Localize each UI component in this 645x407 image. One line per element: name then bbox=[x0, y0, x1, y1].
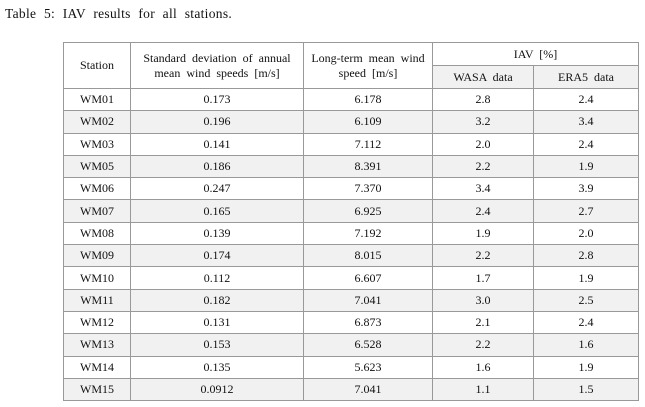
cell-std-dev: 0.135 bbox=[130, 355, 304, 379]
cell-wasa: 2.0 bbox=[432, 132, 534, 156]
cell-wasa: 2.2 bbox=[432, 333, 534, 357]
cell-station: WM01 bbox=[63, 87, 131, 112]
cell-era5: 2.7 bbox=[533, 199, 639, 223]
cell-long-term: 6.178 bbox=[303, 87, 433, 112]
cell-std-dev: 0.165 bbox=[130, 199, 304, 223]
cell-wasa: 2.2 bbox=[432, 244, 534, 268]
cell-std-dev: 0.186 bbox=[130, 154, 304, 179]
cell-station: WM03 bbox=[63, 132, 131, 156]
cell-long-term: 6.109 bbox=[303, 110, 433, 134]
cell-station: WM13 bbox=[63, 333, 131, 357]
table-row: WM03 0.141 7.112 2.0 2.4 bbox=[63, 132, 639, 156]
table-row: WM02 0.196 6.109 3.2 3.4 bbox=[63, 110, 639, 134]
table-header: Station Standard deviation of annual mea… bbox=[63, 42, 639, 89]
cell-std-dev: 0.153 bbox=[130, 333, 304, 357]
header-long-term: Long-term mean wind speed [m/s] bbox=[303, 42, 433, 89]
cell-station: WM08 bbox=[63, 221, 131, 246]
cell-station: WM02 bbox=[63, 110, 131, 134]
cell-std-dev: 0.139 bbox=[130, 221, 304, 246]
cell-station: WM15 bbox=[63, 377, 131, 402]
cell-station: WM05 bbox=[63, 154, 131, 179]
header-row-top: Station Standard deviation of annual mea… bbox=[63, 42, 639, 89]
cell-era5: 2.4 bbox=[533, 87, 639, 112]
table-body: WM01 0.173 6.178 2.8 2.4 WM02 0.196 6.109 3.2 3.4… bbox=[63, 87, 639, 402]
cell-std-dev: 0.174 bbox=[130, 244, 304, 268]
table-row: WM14 0.135 5.623 1.6 1.9 bbox=[63, 355, 639, 379]
cell-wasa: 2.4 bbox=[432, 199, 534, 223]
cell-long-term: 7.370 bbox=[303, 177, 433, 201]
cell-std-dev: 0.131 bbox=[130, 310, 304, 335]
table-row: WM07 0.165 6.925 2.4 2.7 bbox=[63, 199, 639, 223]
header-station: Station bbox=[63, 42, 131, 89]
cell-long-term: 8.015 bbox=[303, 244, 433, 268]
table-caption: Table 5: IAV results for all stations. bbox=[5, 6, 233, 21]
cell-long-term: 6.528 bbox=[303, 333, 433, 357]
cell-era5: 1.5 bbox=[533, 377, 639, 402]
cell-wasa: 1.6 bbox=[432, 355, 534, 379]
cell-long-term: 5.623 bbox=[303, 355, 433, 379]
cell-era5: 1.9 bbox=[533, 266, 639, 290]
table-row: WM01 0.173 6.178 2.8 2.4 bbox=[63, 87, 639, 112]
table-row: WM12 0.131 6.873 2.1 2.4 bbox=[63, 310, 639, 335]
cell-era5: 2.4 bbox=[533, 310, 639, 335]
table-row: WM05 0.186 8.391 2.2 1.9 bbox=[63, 154, 639, 179]
cell-wasa: 3.4 bbox=[432, 177, 534, 201]
cell-long-term: 7.112 bbox=[303, 132, 433, 156]
cell-era5: 2.8 bbox=[533, 244, 639, 268]
table-row: WM06 0.247 7.370 3.4 3.9 bbox=[63, 177, 639, 201]
cell-long-term: 8.391 bbox=[303, 154, 433, 179]
cell-era5: 1.6 bbox=[533, 333, 639, 357]
cell-std-dev: 0.182 bbox=[130, 288, 304, 312]
cell-era5: 3.4 bbox=[533, 110, 639, 134]
cell-station: WM12 bbox=[63, 310, 131, 335]
table-row: WM13 0.153 6.528 2.2 1.6 bbox=[63, 333, 639, 357]
cell-std-dev: 0.112 bbox=[130, 266, 304, 290]
cell-long-term: 7.041 bbox=[303, 377, 433, 402]
cell-wasa: 1.1 bbox=[432, 377, 534, 402]
cell-station: WM11 bbox=[63, 288, 131, 312]
table-row: WM08 0.139 7.192 1.9 2.0 bbox=[63, 221, 639, 246]
cell-station: WM10 bbox=[63, 266, 131, 290]
table-row: WM10 0.112 6.607 1.7 1.9 bbox=[63, 266, 639, 290]
table-row: WM09 0.174 8.015 2.2 2.8 bbox=[63, 244, 639, 268]
cell-std-dev: 0.141 bbox=[130, 132, 304, 156]
cell-station: WM06 bbox=[63, 177, 131, 201]
cell-wasa: 2.8 bbox=[432, 87, 534, 112]
cell-std-dev: 0.247 bbox=[130, 177, 304, 201]
cell-std-dev: 0.196 bbox=[130, 110, 304, 134]
cell-long-term: 6.925 bbox=[303, 199, 433, 223]
cell-era5: 2.5 bbox=[533, 288, 639, 312]
cell-long-term: 6.607 bbox=[303, 266, 433, 290]
iav-results-table: Station Standard deviation of annual mea… bbox=[63, 42, 639, 402]
cell-station: WM09 bbox=[63, 244, 131, 268]
cell-wasa: 3.2 bbox=[432, 110, 534, 134]
cell-station: WM07 bbox=[63, 199, 131, 223]
cell-long-term: 6.873 bbox=[303, 310, 433, 335]
cell-wasa: 1.9 bbox=[432, 221, 534, 246]
table-row: WM11 0.182 7.041 3.0 2.5 bbox=[63, 288, 639, 312]
cell-era5: 2.4 bbox=[533, 132, 639, 156]
cell-wasa: 2.1 bbox=[432, 310, 534, 335]
header-std-dev: Standard deviation of annual mean wind s… bbox=[130, 42, 304, 89]
header-era5-data: ERA5 data bbox=[533, 65, 639, 89]
cell-long-term: 7.041 bbox=[303, 288, 433, 312]
cell-long-term: 7.192 bbox=[303, 221, 433, 246]
header-iav-group: IAV [%] bbox=[432, 42, 639, 66]
cell-station: WM14 bbox=[63, 355, 131, 379]
cell-era5: 1.9 bbox=[533, 355, 639, 379]
cell-wasa: 2.2 bbox=[432, 154, 534, 179]
cell-era5: 1.9 bbox=[533, 154, 639, 179]
table-row: WM15 0.0912 7.041 1.1 1.5 bbox=[63, 377, 639, 402]
cell-std-dev: 0.173 bbox=[130, 87, 304, 112]
cell-era5: 3.9 bbox=[533, 177, 639, 201]
cell-std-dev: 0.0912 bbox=[130, 377, 304, 402]
header-wasa-data: WASA data bbox=[432, 65, 534, 89]
cell-wasa: 3.0 bbox=[432, 288, 534, 312]
cell-era5: 2.0 bbox=[533, 221, 639, 246]
cell-wasa: 1.7 bbox=[432, 266, 534, 290]
